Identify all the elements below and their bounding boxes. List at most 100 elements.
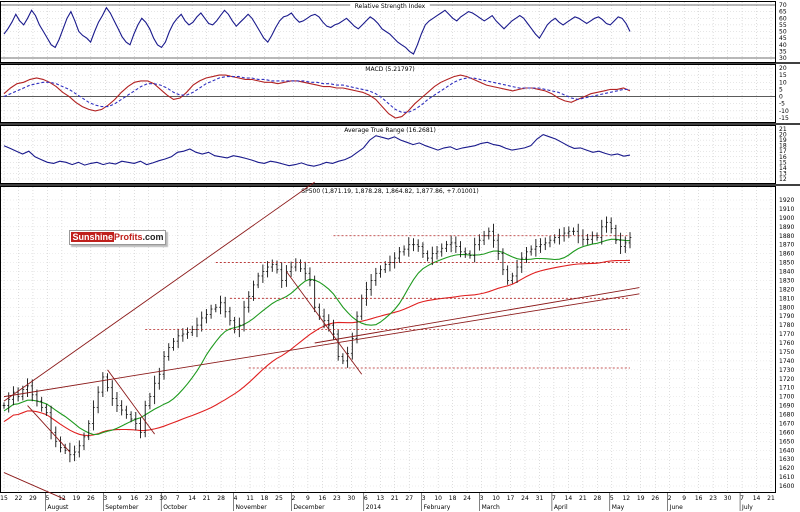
y-tick-label: 1660 (779, 429, 794, 436)
y-tick-label: 1800 (779, 304, 794, 311)
y-tick-label: 1810 (779, 295, 794, 302)
y-tick-label: 1920 (779, 197, 794, 204)
x-month-label: November (236, 504, 268, 511)
x-day-tick-label: 26 (651, 495, 659, 502)
x-month-label: May (612, 504, 625, 511)
x-day-tick-label: 18 (449, 495, 457, 502)
y-tick-label: 10 (779, 79, 787, 86)
y-tick-label: 1640 (779, 447, 794, 454)
x-day-tick-label: 9 (682, 495, 686, 502)
x-day-tick-label: 26 (87, 495, 95, 502)
chart-title: Relative Strength Index (355, 3, 426, 10)
x-month-label: August (47, 504, 69, 511)
y-tick-label: 19 (779, 137, 787, 144)
y-tick-label: -5 (779, 101, 785, 108)
y-tick-label: -10 (779, 108, 789, 115)
x-day-tick-label: 19 (73, 495, 81, 502)
y-tick-label: -15 (779, 115, 789, 122)
y-tick-label: 14 (779, 165, 787, 172)
x-day-tick-label: 10 (492, 495, 500, 502)
x-day-tick-label: 7 (740, 495, 744, 502)
y-tick-label: 1880 (779, 233, 794, 240)
y-tick-label: 1680 (779, 412, 794, 419)
x-month-label: March (482, 504, 500, 511)
trend-line (3, 472, 66, 500)
x-day-tick-label: 9 (306, 495, 310, 502)
y-tick-label: 1690 (779, 403, 794, 410)
sunshine-logo: SunshineProfits.com (69, 230, 166, 245)
title-background (350, 2, 430, 9)
x-day-tick-label: 14 (565, 495, 573, 502)
y-tick-label: 30 (779, 55, 787, 62)
y-tick-label: 1760 (779, 340, 794, 347)
y-tick-label: 1740 (779, 358, 794, 365)
x-month-label: September (105, 504, 139, 511)
series-line (3, 6, 631, 55)
x-day-tick-label: 3 (103, 495, 107, 502)
chart-title: MACD (5.21797) (365, 66, 414, 73)
y-tick-label: 45 (779, 35, 787, 42)
title-background (342, 126, 438, 133)
y-tick-label: 18 (779, 143, 787, 150)
x-day-tick-label: 30 (348, 495, 356, 502)
x-day-tick-label: 2 (292, 495, 296, 502)
x-day-tick-label: 18 (261, 495, 269, 502)
x-day-tick-label: 23 (145, 495, 153, 502)
x-day-tick-label: 30 (724, 495, 732, 502)
x-day-tick-label: 19 (637, 495, 645, 502)
panel-frame (0, 125, 776, 184)
x-month-label: 2014 (366, 504, 381, 511)
y-tick-label: 1630 (779, 456, 794, 463)
series-line (3, 74, 631, 119)
x-day-tick-label: 21 (579, 495, 587, 502)
y-tick-label: 12 (779, 176, 787, 183)
y-tick-label: 1600 (779, 483, 794, 490)
series-line (3, 133, 631, 167)
x-day-tick-label: 3 (480, 495, 484, 502)
x-day-tick-label: 21 (767, 495, 775, 502)
x-day-tick-label: 17 (507, 495, 515, 502)
y-tick-label: 60 (779, 15, 787, 22)
x-day-tick-label: 25 (275, 495, 283, 502)
title-background (297, 187, 483, 194)
x-day-tick-label: 21 (391, 495, 399, 502)
y-tick-label: 20 (779, 65, 787, 72)
x-day-tick-label: 15 (0, 495, 8, 502)
y-tick-label: 5 (779, 86, 783, 93)
panel-frame (0, 1, 776, 63)
y-tick-label: 17 (779, 148, 787, 155)
x-day-tick-label: 27 (405, 495, 413, 502)
y-tick-label: 20 (779, 132, 787, 139)
y-tick-label: 15 (779, 72, 787, 79)
y-tick-label: 1830 (779, 277, 794, 284)
x-day-tick-label: 11 (246, 495, 254, 502)
logo-brand-c: .com (142, 232, 164, 242)
moving-average-short (3, 238, 631, 436)
y-tick-label: 1770 (779, 331, 794, 338)
y-tick-label: 1620 (779, 465, 794, 472)
x-day-tick-label: 12 (622, 495, 630, 502)
panel-frame (0, 64, 776, 123)
series-line (3, 76, 630, 113)
chart-title: SP500 (1,871.19, 1,878.28, 1,864.82, 1,8… (301, 188, 478, 195)
title-background (364, 65, 416, 72)
x-day-tick-label: 5 (610, 495, 614, 502)
x-day-tick-label: 24 (521, 495, 529, 502)
x-day-tick-label: 9 (118, 495, 122, 502)
y-tick-label: 1720 (779, 376, 794, 383)
x-day-tick-label: 28 (594, 495, 602, 502)
y-tick-label: 13 (779, 170, 787, 177)
x-day-tick-label: 4 (234, 495, 238, 502)
y-tick-label: 70 (779, 2, 787, 9)
trend-line (107, 369, 155, 435)
x-month-label: October (163, 504, 188, 511)
x-day-tick-label: 23 (709, 495, 717, 502)
chart-title: Average True Range (16.2681) (344, 127, 436, 134)
x-day-tick-label: 5 (46, 495, 50, 502)
x-day-tick-label: 14 (188, 495, 196, 502)
x-day-tick-label: 7 (552, 495, 556, 502)
y-tick-label: 1860 (779, 251, 794, 258)
x-day-tick-label: 3 (422, 495, 426, 502)
y-tick-label: 1820 (779, 286, 794, 293)
